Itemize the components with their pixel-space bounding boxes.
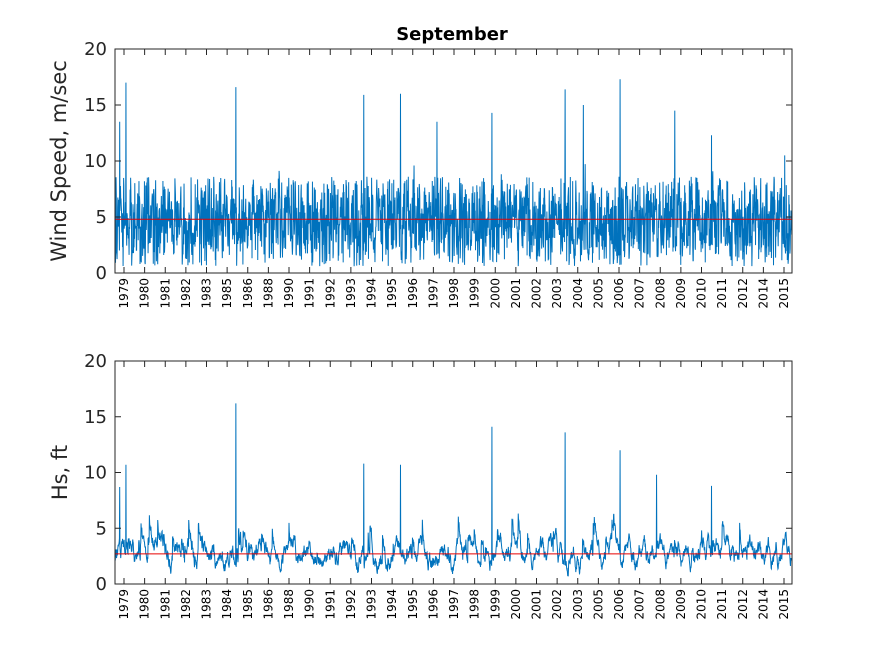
wave-height-panel: 0 5 10 15 20 Hs, ft 1979 1980 1981 1982 1983 1984 19… <box>48 351 793 620</box>
x-tick-label: 2006 <box>612 589 626 620</box>
x-tick-label: 1997 <box>447 589 461 620</box>
y-tick-label: 15 <box>84 407 107 428</box>
x-tick-label: 1988 <box>261 278 275 309</box>
x-tick-label: 2015 <box>777 278 791 309</box>
x-tick-label: 1981 <box>158 278 172 309</box>
series-trace <box>114 79 793 267</box>
x-tick-label: 1990 <box>303 589 317 620</box>
x-tick-label: 1981 <box>158 589 172 620</box>
x-tick-label: 1985 <box>241 589 255 620</box>
x-tick-label: 1983 <box>200 589 214 620</box>
y-axis-label: Wind Speed, m/sec <box>47 60 71 262</box>
x-tick-label: 2012 <box>736 589 750 620</box>
x-tick-label: 1983 <box>200 278 214 309</box>
x-tick-label: 1979 <box>117 278 131 309</box>
x-tick-label: 2012 <box>736 278 750 309</box>
x-tick-label: 1991 <box>323 589 337 620</box>
x-tick-label: 1994 <box>365 278 379 309</box>
x-tick-label: 1982 <box>179 589 193 620</box>
x-tick-label: 2010 <box>695 278 709 309</box>
x-tick-label: 2006 <box>612 278 626 309</box>
x-tick-label: 1995 <box>406 589 420 620</box>
y-tick-label: 10 <box>84 463 107 484</box>
x-tick-label: 2000 <box>509 589 523 620</box>
x-tick-label: 1980 <box>138 589 152 620</box>
x-tick-label: 2008 <box>653 278 667 309</box>
x-tick-label: 2001 <box>509 278 523 309</box>
x-tick-label: 1993 <box>365 589 379 620</box>
x-tick-label: 1993 <box>344 278 358 309</box>
x-tick-label: 2009 <box>674 278 688 309</box>
x-tick-label: 1999 <box>488 589 502 620</box>
x-tick-label: 1997 <box>426 278 440 309</box>
x-tick-label: 1992 <box>344 589 358 620</box>
y-tick-label: 15 <box>84 95 107 116</box>
x-tick-label: 1979 <box>117 589 131 620</box>
x-tick-label: 1991 <box>303 278 317 309</box>
x-tick-label: 2005 <box>591 278 605 309</box>
y-axis-label: Hs, ft <box>48 445 72 500</box>
y-tick-label: 0 <box>96 263 107 284</box>
x-tick-label: 2011 <box>715 589 729 620</box>
x-tick-label: 2002 <box>550 589 564 620</box>
x-tick-label: 1996 <box>406 278 420 309</box>
x-tick-label: 2007 <box>633 589 647 620</box>
x-tick-label: 2004 <box>571 278 585 309</box>
y-tick-label: 5 <box>96 207 107 228</box>
x-tick-label: 2008 <box>653 589 667 620</box>
x-tick-label: 1995 <box>385 278 399 309</box>
y-tick-label: 0 <box>96 574 107 595</box>
x-tick-label: 2000 <box>488 278 502 309</box>
x-tick-label: 1998 <box>468 589 482 620</box>
series-trace <box>114 403 793 577</box>
x-tick-label: 1986 <box>261 589 275 620</box>
x-tick-label: 1992 <box>323 278 337 309</box>
x-tick-label: 2015 <box>777 589 791 620</box>
x-tick-label: 1999 <box>468 278 482 309</box>
x-tick-label: 2007 <box>633 278 647 309</box>
wind-speed-panel: 0 5 10 15 20 Wind Speed, m/sec 1979 1980 1981 198… <box>47 39 793 309</box>
x-tick-label: 2005 <box>591 589 605 620</box>
x-tick-label: 2009 <box>674 589 688 620</box>
x-tick-label: 2014 <box>756 589 770 620</box>
x-tick-label: 2010 <box>695 589 709 620</box>
y-tick-label: 20 <box>84 39 107 60</box>
x-tick-label: 2002 <box>530 278 544 309</box>
x-tick-label: 1996 <box>426 589 440 620</box>
chart-title: September <box>396 24 508 45</box>
x-tick-label: 2003 <box>571 589 585 620</box>
x-tick-label: 2014 <box>756 278 770 309</box>
x-tick-label: 1998 <box>447 278 461 309</box>
y-tick-label: 5 <box>96 518 107 539</box>
x-tick-label: 1988 <box>282 589 296 620</box>
y-tick-label: 10 <box>84 151 107 172</box>
axes-box <box>114 360 793 585</box>
x-tick-label: 1994 <box>385 589 399 620</box>
x-tick-label: 1980 <box>138 278 152 309</box>
y-tick-label: 20 <box>84 351 107 372</box>
x-tick-label: 1985 <box>220 278 234 309</box>
x-tick-label: 1990 <box>282 278 296 309</box>
x-tick-label: 2003 <box>550 278 564 309</box>
x-tick-label: 1984 <box>220 589 234 620</box>
x-tick-label: 1982 <box>179 278 193 309</box>
x-tick-label: 1986 <box>241 278 255 309</box>
x-tick-label: 2011 <box>715 278 729 309</box>
x-tick-label: 2001 <box>530 589 544 620</box>
